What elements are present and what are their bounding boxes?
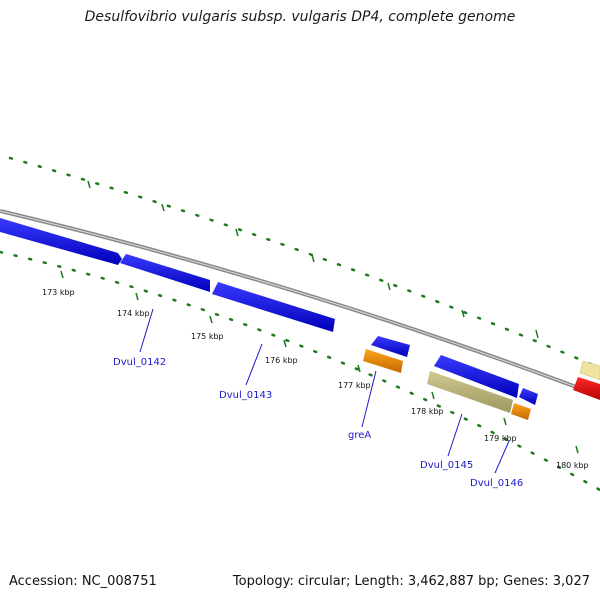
genome-summary-text: Topology: circular; Length: 3,462,887 bp… <box>232 574 590 589</box>
gene-label-grea[interactable]: greA <box>348 430 371 441</box>
inner-dotted-ring <box>0 250 600 492</box>
tick-label: 173 kbp <box>42 288 75 297</box>
outer-tick <box>387 282 391 291</box>
leader-line <box>361 370 377 428</box>
inner-tick <box>575 445 579 454</box>
inner-tick <box>503 417 507 426</box>
gene-arrow <box>363 349 403 373</box>
inner-tick <box>135 292 139 301</box>
tick-label: 180 kbp <box>556 461 589 470</box>
leader-line <box>447 413 463 457</box>
inner-tick <box>431 391 435 400</box>
tick-label: 179 kbp <box>484 434 517 443</box>
leader-line <box>245 343 263 386</box>
gene-arrow <box>511 403 531 420</box>
leader-line <box>494 440 510 474</box>
genome-backbone <box>0 209 600 398</box>
outer-tick <box>161 203 165 212</box>
gene-arrow <box>427 371 513 413</box>
inner-tick <box>209 315 213 324</box>
gene-arrow <box>434 355 519 398</box>
tick-labels: 173 kbp 174 kbp 175 kbp 176 kbp 177 kbp … <box>42 288 589 470</box>
gene-label-dvul-0146[interactable]: Dvul_0146 <box>470 478 523 489</box>
leader-line <box>139 308 154 353</box>
outer-tick <box>461 309 465 318</box>
outer-tick <box>87 180 91 189</box>
gene-label-dvul-0145[interactable]: Dvul_0145 <box>420 460 473 471</box>
accession-text: Accession: NC_008751 <box>9 574 157 589</box>
gene-arrow <box>371 336 410 357</box>
tick-label: 174 kbp <box>117 309 150 318</box>
gene-arrow <box>0 218 122 265</box>
gene-labels: Dvul_0142 Dvul_0143 greA Dvul_0145 Dvul_… <box>113 357 523 489</box>
outer-tick <box>535 329 539 339</box>
gene-arrow <box>573 377 600 400</box>
forward-strand-features <box>0 218 600 405</box>
tick-label: 178 kbp <box>411 407 444 416</box>
outer-tick <box>235 228 239 237</box>
outer-dotted-ring <box>8 156 600 370</box>
gene-label-dvul-0143[interactable]: Dvul_0143 <box>219 390 272 401</box>
outer-tick-marks <box>87 180 539 339</box>
tick-label: 175 kbp <box>191 332 224 341</box>
gene-leader-lines <box>139 308 510 474</box>
inner-tick <box>283 339 287 348</box>
outer-tick <box>311 254 315 263</box>
inner-tick <box>357 364 361 373</box>
inner-tick-marks <box>60 270 579 454</box>
tick-label: 176 kbp <box>265 356 298 365</box>
map-title: Desulfovibrio vulgaris subsp. vulgaris D… <box>84 9 516 25</box>
gene-arrow <box>579 360 600 381</box>
gene-arrow <box>212 282 335 332</box>
rna-features <box>363 349 531 420</box>
gene-label-dvul-0142[interactable]: Dvul_0142 <box>113 357 166 368</box>
gene-arrow <box>519 388 538 405</box>
inner-tick <box>60 270 64 279</box>
gene-arrow <box>120 254 210 292</box>
tick-label: 177 kbp <box>338 381 371 390</box>
